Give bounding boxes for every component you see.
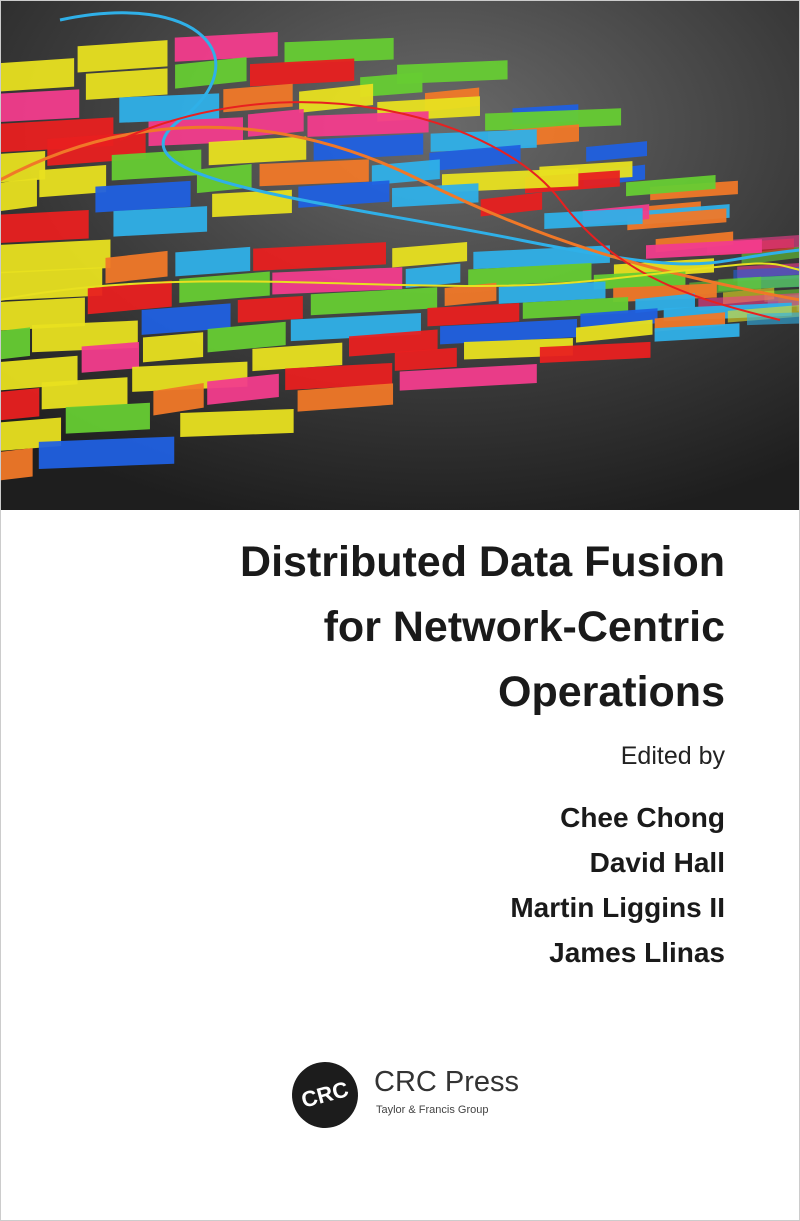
ribbon-segment (399, 363, 537, 391)
ribbon-segment (544, 208, 643, 229)
ribbon-segment (39, 164, 107, 198)
ribbon-segment (142, 332, 204, 363)
seal-text: CRC (298, 1076, 352, 1113)
edited-by-label: Edited by (620, 742, 725, 770)
publisher-name: CRC Press (374, 1066, 520, 1098)
title-line: Operations (498, 668, 725, 716)
ribbon-segment (0, 239, 111, 274)
ribbon-segment (297, 383, 394, 412)
ribbon-segment (0, 387, 40, 421)
ribbon-segment (654, 323, 740, 342)
ribbon-segment (480, 192, 543, 217)
ribbon-segment (153, 383, 204, 416)
ribbon-segment (0, 327, 31, 360)
ribbon-segment (207, 373, 279, 405)
ribbon-segment (0, 267, 103, 301)
ribbon-segment (259, 159, 369, 187)
ribbon-segment (113, 206, 208, 237)
ribbon-segment (307, 111, 429, 137)
ribbon-segment (498, 281, 606, 304)
publisher-group: Taylor & Francis Group (376, 1104, 489, 1116)
ribbon-segment (313, 133, 424, 161)
title-line: for Network-Centric (323, 603, 725, 651)
ribbon-segment (0, 448, 33, 481)
ribbon-segment (298, 180, 390, 208)
ribbon-segment (627, 208, 727, 231)
ribbon-segment (576, 319, 653, 343)
ribbon-segment (253, 242, 386, 271)
ribbon-segment (148, 117, 243, 147)
ribbon-segment (626, 174, 716, 197)
ribbon-segment (38, 436, 175, 469)
ribbon-segment (0, 210, 89, 244)
ribbon-segment (485, 108, 622, 131)
ribbon-segment (41, 377, 128, 410)
ribbon-segment (539, 341, 651, 363)
ribbon-segment (207, 321, 286, 353)
ribbon-segment (392, 241, 468, 268)
ribbon-segment (586, 141, 648, 162)
ribbon-segment (348, 329, 438, 357)
ribbon-segment (95, 180, 191, 213)
ribbon-segment (0, 297, 85, 331)
ribbon-segment (249, 58, 355, 87)
ribbon-segment (429, 144, 521, 172)
ribbon-segment (179, 271, 270, 303)
publisher-logo: CRC CRC Press Taylor & Francis Group (284, 1054, 590, 1136)
ribbon-segment (285, 362, 393, 391)
ribbon-segment (392, 183, 479, 208)
ribbon-segment (284, 37, 394, 64)
ribbon-segment (272, 267, 403, 295)
ribbon-segment (175, 246, 251, 277)
ribbon-segment (105, 250, 168, 284)
ribbon-segment (0, 58, 75, 92)
ribbon-segment (405, 263, 461, 288)
title-line: Distributed Data Fusion (240, 538, 725, 586)
editor-name: David Hall (589, 847, 725, 878)
cover-artwork (0, 0, 800, 510)
ribbon-segment (223, 83, 293, 113)
ribbon-segment (0, 177, 37, 212)
ribbon-segment (444, 282, 497, 307)
ribbon-segment (593, 270, 686, 290)
ribbon-segment (85, 68, 168, 100)
ribbon-segment (141, 303, 231, 335)
editor-list: Chee Chong David Hall Martin Liggins II … (510, 795, 725, 975)
editor-name: James Llinas (549, 937, 725, 968)
ribbon-segment (397, 60, 508, 84)
ribbon-segment (174, 32, 278, 62)
book-title: Distributed Data Fusion for Network-Cent… (240, 530, 725, 725)
ribbon-segment (468, 263, 592, 287)
editor-name: Martin Liggins II (510, 892, 725, 923)
ribbon-segment (208, 136, 307, 166)
ribbon-segment (175, 57, 247, 89)
ribbon-segment (87, 280, 172, 315)
editor-name: Chee Chong (560, 802, 725, 833)
ribbon-segment (427, 303, 520, 327)
ribbon-segment (65, 402, 150, 434)
curve-lines (0, 11, 800, 321)
ribbon-segment (645, 239, 762, 259)
ribbon-segment (237, 296, 303, 323)
ribbon-segment (81, 341, 139, 373)
ribbon-group (0, 32, 800, 481)
ribbon-segment (0, 89, 80, 123)
ribbon-segment (252, 342, 343, 372)
ribbon-segment (394, 347, 457, 371)
ribbon-segment (360, 72, 423, 98)
ribbon-segment (180, 408, 294, 437)
ribbon-segment (212, 189, 292, 218)
ribbon-segment (77, 40, 168, 73)
ribbon-segment (310, 287, 438, 316)
crc-seal-icon: CRC (284, 1054, 366, 1136)
ribbon-segment (111, 149, 202, 181)
ribbon-segment (440, 319, 578, 345)
